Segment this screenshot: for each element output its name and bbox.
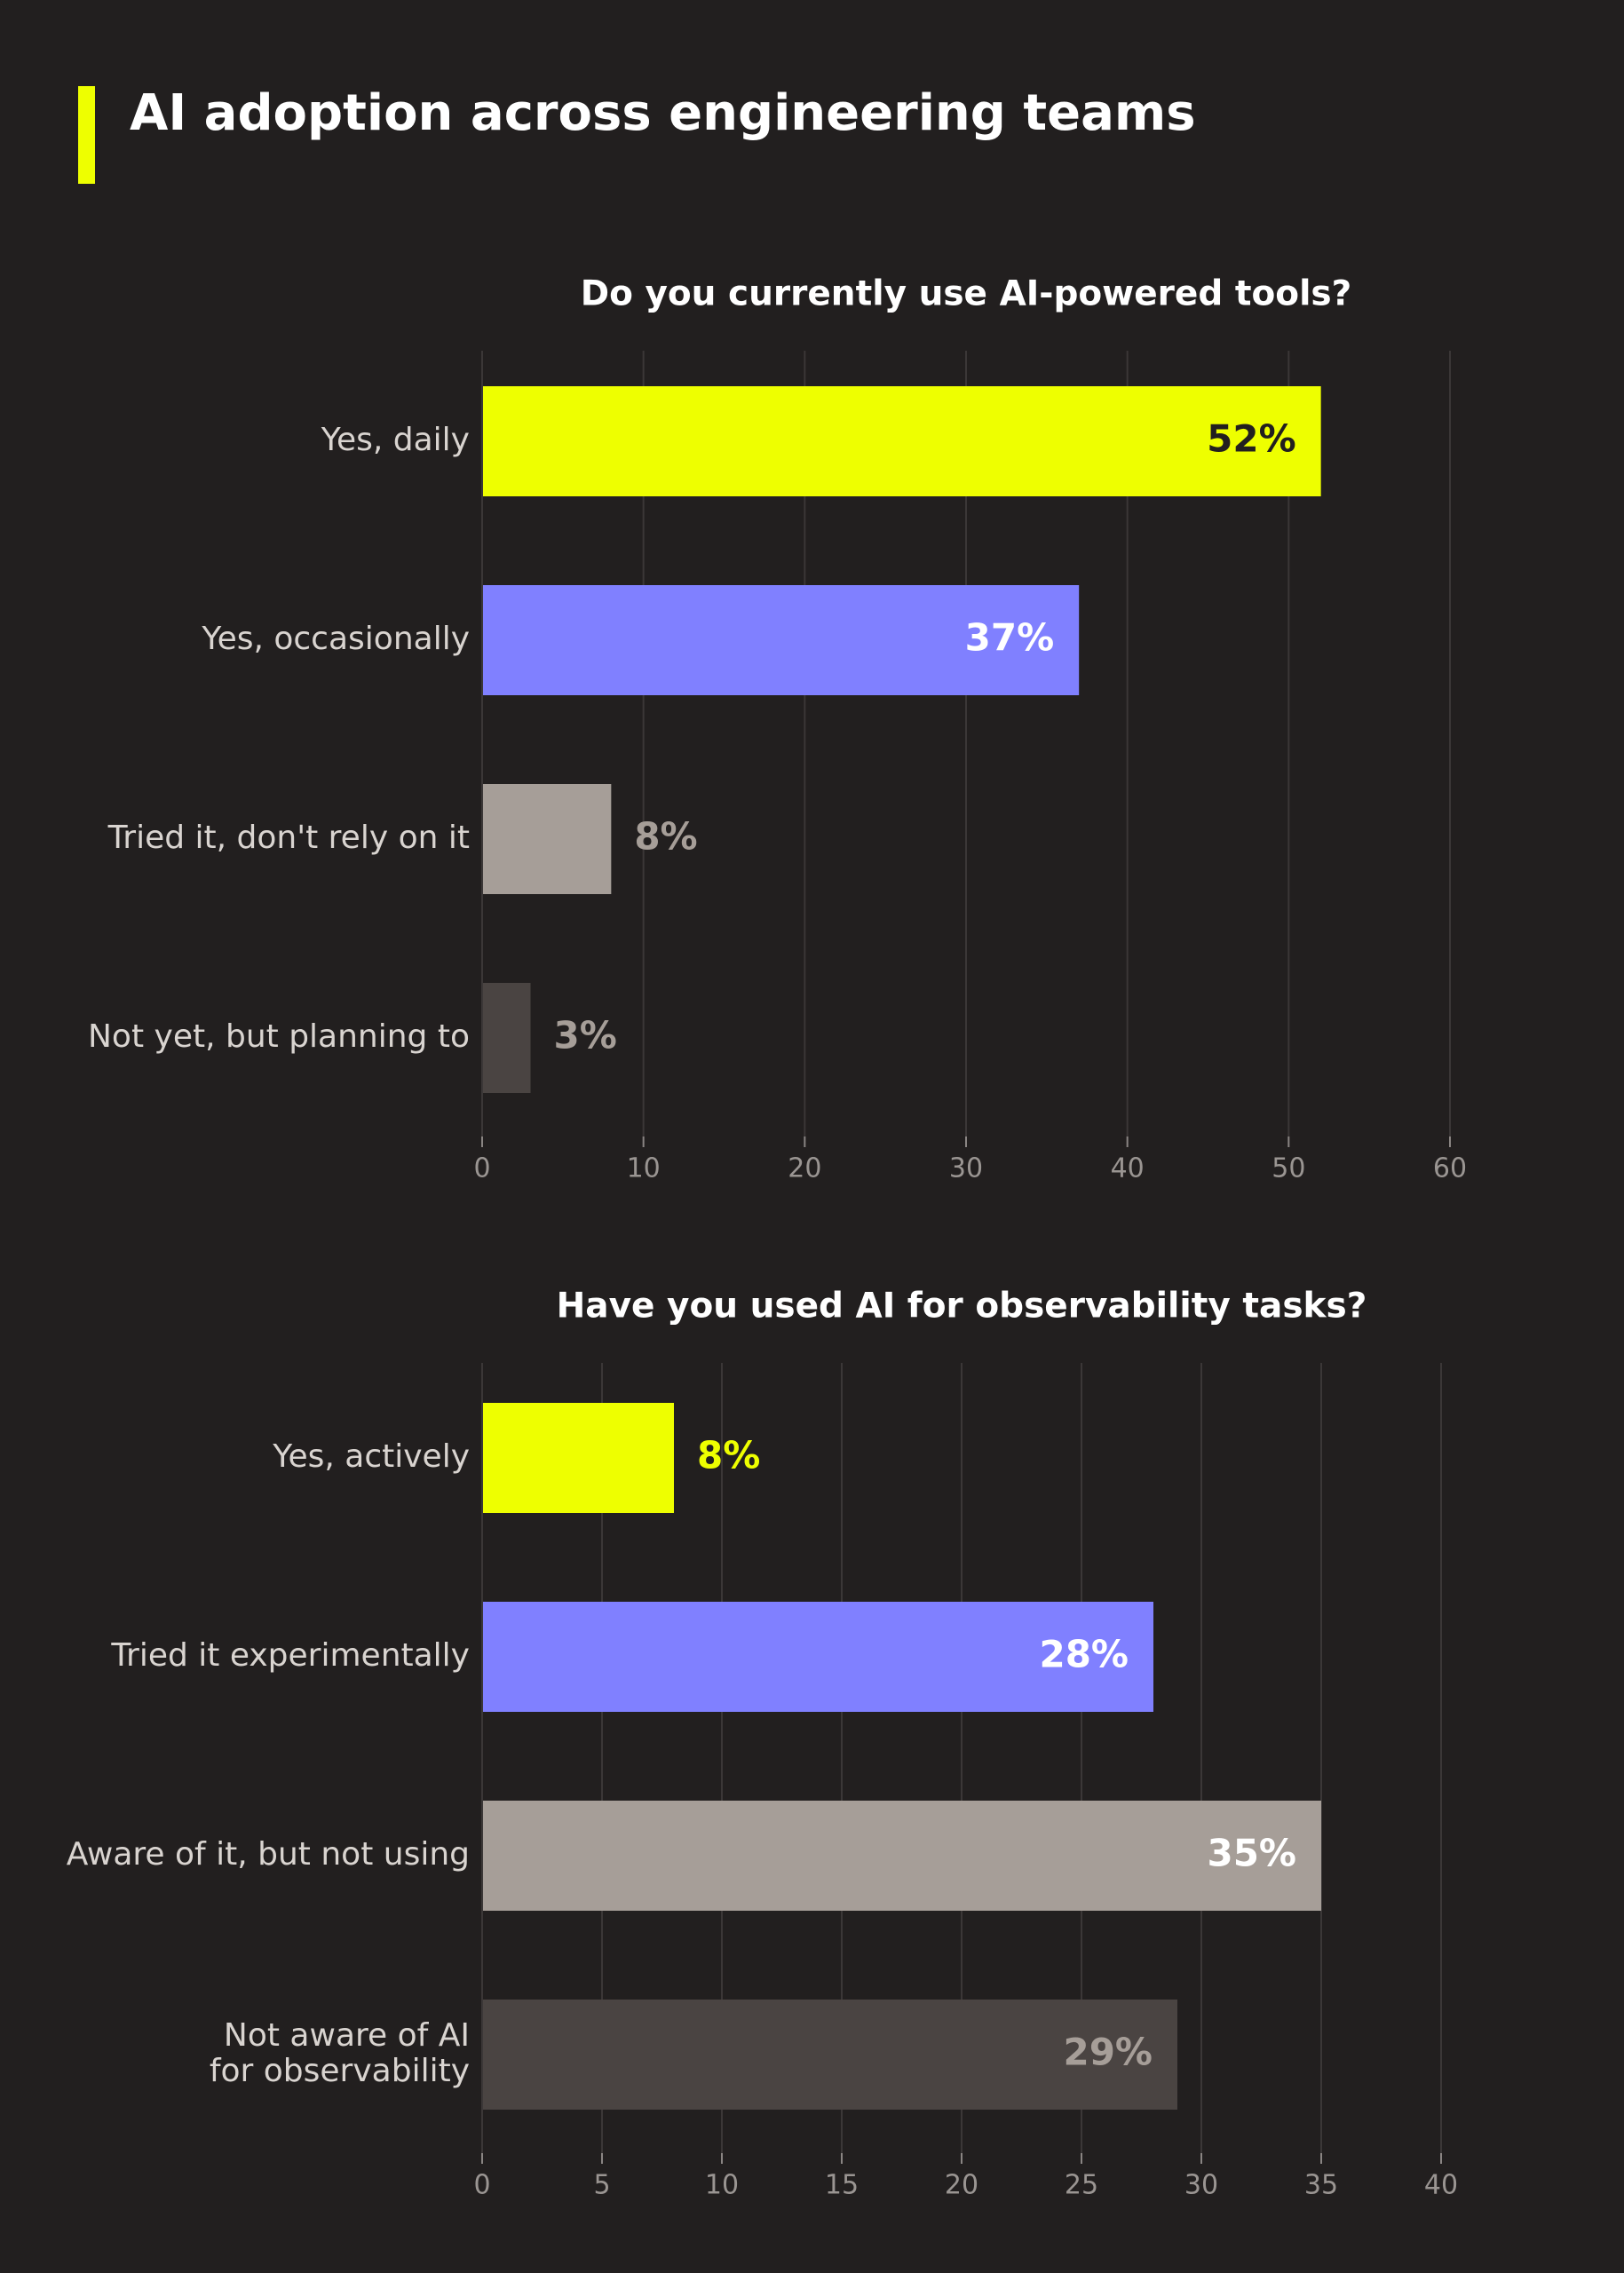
value-label: 29% — [1063, 2031, 1153, 2074]
value-label: 8% — [697, 1434, 760, 1477]
bar — [482, 983, 531, 1093]
category-label: Tried it experimentally — [110, 1637, 470, 1674]
x-tick-label: 40 — [1424, 2170, 1458, 2201]
bar — [482, 784, 612, 894]
bar — [482, 585, 1080, 695]
chart-title: Have you used AI for observability tasks… — [557, 1287, 1367, 1327]
category-label-line: for observability — [210, 2053, 470, 2089]
category-label-line: Tried it, don't rely on it — [107, 820, 470, 856]
category-label: Not aware of AI for observability — [210, 2017, 470, 2089]
x-tick-label: 20 — [945, 2170, 978, 2201]
category-label-line: Not yet, but planning to — [88, 1018, 470, 1055]
x-tick-label: 10 — [627, 1153, 661, 1184]
x-tick-label: 15 — [825, 2170, 859, 2201]
chart-ai-tools-usage: Do you currently use AI-powered tools? 0 1… — [88, 274, 1467, 1184]
bar — [482, 2000, 1177, 2110]
chart-ai-observability: Have you used AI for observability tasks… — [67, 1287, 1458, 2201]
category-label-line: Yes, actively — [272, 1438, 470, 1475]
category-label: Tried it, don't rely on it — [107, 820, 470, 856]
category-label: Yes, actively — [272, 1438, 470, 1475]
category-label: Yes, daily — [321, 422, 470, 458]
bar — [482, 1403, 674, 1513]
title-accent-bar — [78, 86, 95, 184]
value-label: 3% — [554, 1014, 617, 1057]
value-label: 28% — [1039, 1633, 1129, 1676]
x-tick-label: 0 — [473, 1153, 490, 1184]
x-tick-label: 30 — [1184, 2170, 1218, 2201]
bar — [482, 1602, 1153, 1712]
x-tick-label: 40 — [1111, 1153, 1145, 1184]
x-tick-label: 50 — [1271, 1153, 1305, 1184]
x-tick-label: 30 — [949, 1153, 983, 1184]
x-tick-label: 35 — [1304, 2170, 1338, 2201]
x-tick-label: 5 — [593, 2170, 610, 2201]
value-label: 37% — [965, 616, 1055, 660]
category-label: Not yet, but planning to — [88, 1018, 470, 1055]
category-label-line: Yes, daily — [321, 422, 470, 458]
x-tick-label: 10 — [705, 2170, 739, 2201]
x-tick-label: 20 — [788, 1153, 821, 1184]
category-label-line: Tried it experimentally — [110, 1637, 470, 1674]
x-tick-label: 60 — [1433, 1153, 1467, 1184]
category-label-line: Not aware of AI — [224, 2017, 470, 2054]
x-tick-label: 25 — [1065, 2170, 1098, 2201]
bar — [482, 386, 1321, 496]
x-tick-label: 0 — [473, 2170, 490, 2201]
page-title: AI adoption across engineering teams — [130, 84, 1196, 142]
chart-title: Do you currently use AI-powered tools? — [581, 274, 1352, 314]
value-label: 8% — [634, 815, 697, 859]
category-label-line: Yes, occasionally — [201, 621, 470, 657]
value-label: 52% — [1207, 417, 1296, 461]
value-label: 35% — [1207, 1832, 1296, 1875]
category-label: Yes, occasionally — [201, 621, 470, 657]
category-label-line: Aware of it, but not using — [67, 1836, 470, 1873]
category-label: Aware of it, but not using — [67, 1836, 470, 1873]
bar — [482, 1801, 1321, 1911]
